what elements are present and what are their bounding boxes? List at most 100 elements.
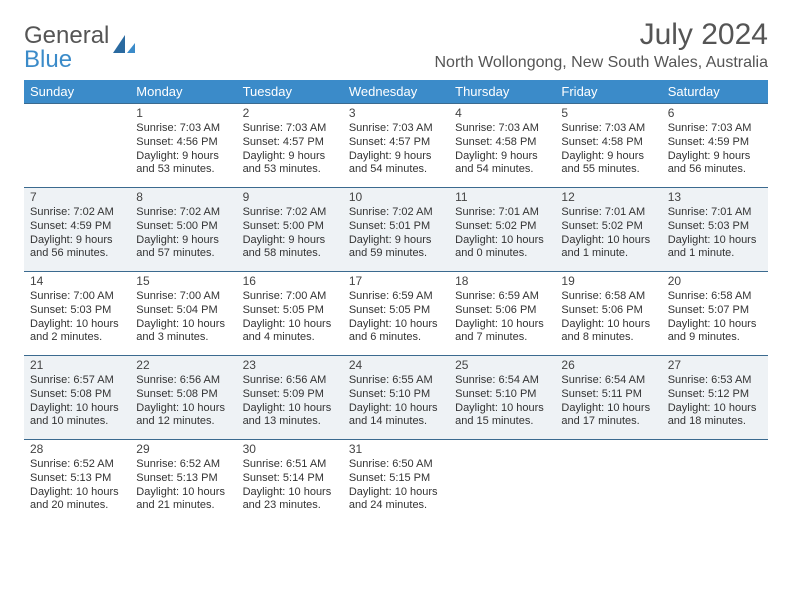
sunset-text: Sunset: 5:04 PM	[136, 304, 230, 318]
daylight-text: Daylight: 9 hours	[349, 234, 443, 248]
daylight-text: and 14 minutes.	[349, 415, 443, 429]
sunset-text: Sunset: 5:13 PM	[136, 472, 230, 486]
calendar-day-cell: 21Sunrise: 6:57 AMSunset: 5:08 PMDayligh…	[24, 356, 130, 440]
daylight-text: and 8 minutes.	[561, 331, 655, 345]
daylight-text: Daylight: 10 hours	[349, 318, 443, 332]
day-number: 10	[349, 190, 443, 205]
sunrise-text: Sunrise: 6:51 AM	[243, 458, 337, 472]
day-number: 18	[455, 274, 549, 289]
daylight-text: Daylight: 9 hours	[668, 150, 762, 164]
sunrise-text: Sunrise: 6:50 AM	[349, 458, 443, 472]
day-number: 4	[455, 106, 549, 121]
day-number: 30	[243, 442, 337, 457]
sunrise-text: Sunrise: 6:58 AM	[561, 290, 655, 304]
weekday-header: Thursday	[449, 80, 555, 104]
daylight-text: Daylight: 10 hours	[455, 234, 549, 248]
sunrise-text: Sunrise: 7:03 AM	[349, 122, 443, 136]
calendar-week-row: 21Sunrise: 6:57 AMSunset: 5:08 PMDayligh…	[24, 356, 768, 440]
calendar-empty-cell	[449, 440, 555, 524]
calendar-week-row: 28Sunrise: 6:52 AMSunset: 5:13 PMDayligh…	[24, 440, 768, 524]
day-number: 11	[455, 190, 549, 205]
daylight-text: and 13 minutes.	[243, 415, 337, 429]
sunrise-text: Sunrise: 7:01 AM	[561, 206, 655, 220]
day-number: 27	[668, 358, 762, 373]
day-number: 26	[561, 358, 655, 373]
sunrise-text: Sunrise: 7:03 AM	[136, 122, 230, 136]
weekday-header: Monday	[130, 80, 236, 104]
sunrise-text: Sunrise: 6:53 AM	[668, 374, 762, 388]
daylight-text: and 17 minutes.	[561, 415, 655, 429]
daylight-text: and 54 minutes.	[349, 163, 443, 177]
calendar-day-cell: 5Sunrise: 7:03 AMSunset: 4:58 PMDaylight…	[555, 104, 661, 188]
day-number: 21	[30, 358, 124, 373]
sunset-text: Sunset: 5:11 PM	[561, 388, 655, 402]
day-number: 28	[30, 442, 124, 457]
daylight-text: Daylight: 10 hours	[30, 318, 124, 332]
day-number: 29	[136, 442, 230, 457]
weekday-header: Sunday	[24, 80, 130, 104]
sunset-text: Sunset: 5:10 PM	[349, 388, 443, 402]
calendar-day-cell: 2Sunrise: 7:03 AMSunset: 4:57 PMDaylight…	[237, 104, 343, 188]
day-number: 24	[349, 358, 443, 373]
day-number: 14	[30, 274, 124, 289]
sunrise-text: Sunrise: 6:56 AM	[136, 374, 230, 388]
calendar-page: General Blue July 2024 North Wollongong,…	[0, 0, 792, 542]
calendar-day-cell: 25Sunrise: 6:54 AMSunset: 5:10 PMDayligh…	[449, 356, 555, 440]
daylight-text: and 56 minutes.	[668, 163, 762, 177]
daylight-text: Daylight: 10 hours	[455, 318, 549, 332]
daylight-text: and 7 minutes.	[455, 331, 549, 345]
calendar-day-cell: 9Sunrise: 7:02 AMSunset: 5:00 PMDaylight…	[237, 188, 343, 272]
sunset-text: Sunset: 5:09 PM	[243, 388, 337, 402]
daylight-text: Daylight: 10 hours	[136, 402, 230, 416]
sunset-text: Sunset: 5:02 PM	[455, 220, 549, 234]
month-title: July 2024	[435, 18, 769, 52]
calendar-day-cell: 1Sunrise: 7:03 AMSunset: 4:56 PMDaylight…	[130, 104, 236, 188]
daylight-text: and 54 minutes.	[455, 163, 549, 177]
calendar-day-cell: 14Sunrise: 7:00 AMSunset: 5:03 PMDayligh…	[24, 272, 130, 356]
weekday-header: Friday	[555, 80, 661, 104]
header: General Blue July 2024 North Wollongong,…	[24, 18, 768, 72]
sunset-text: Sunset: 5:06 PM	[455, 304, 549, 318]
daylight-text: and 58 minutes.	[243, 247, 337, 261]
sunrise-text: Sunrise: 6:54 AM	[455, 374, 549, 388]
daylight-text: and 55 minutes.	[561, 163, 655, 177]
sunset-text: Sunset: 4:57 PM	[243, 136, 337, 150]
day-number: 5	[561, 106, 655, 121]
sunset-text: Sunset: 5:03 PM	[668, 220, 762, 234]
day-number: 25	[455, 358, 549, 373]
calendar-day-cell: 26Sunrise: 6:54 AMSunset: 5:11 PMDayligh…	[555, 356, 661, 440]
logo-word-1: General	[24, 22, 109, 49]
sunrise-text: Sunrise: 6:54 AM	[561, 374, 655, 388]
sunrise-text: Sunrise: 7:00 AM	[136, 290, 230, 304]
daylight-text: Daylight: 9 hours	[561, 150, 655, 164]
sunset-text: Sunset: 4:57 PM	[349, 136, 443, 150]
calendar-day-cell: 22Sunrise: 6:56 AMSunset: 5:08 PMDayligh…	[130, 356, 236, 440]
title-block: July 2024 North Wollongong, New South Wa…	[435, 18, 769, 72]
daylight-text: Daylight: 10 hours	[455, 402, 549, 416]
sunset-text: Sunset: 5:07 PM	[668, 304, 762, 318]
calendar-day-cell: 24Sunrise: 6:55 AMSunset: 5:10 PMDayligh…	[343, 356, 449, 440]
sunrise-text: Sunrise: 6:58 AM	[668, 290, 762, 304]
sunset-text: Sunset: 5:12 PM	[668, 388, 762, 402]
day-number: 2	[243, 106, 337, 121]
day-number: 3	[349, 106, 443, 121]
sunset-text: Sunset: 5:05 PM	[243, 304, 337, 318]
daylight-text: and 12 minutes.	[136, 415, 230, 429]
day-number: 6	[668, 106, 762, 121]
calendar-body: 1Sunrise: 7:03 AMSunset: 4:56 PMDaylight…	[24, 104, 768, 524]
sunset-text: Sunset: 4:59 PM	[668, 136, 762, 150]
sunset-text: Sunset: 5:00 PM	[243, 220, 337, 234]
calendar-week-row: 14Sunrise: 7:00 AMSunset: 5:03 PMDayligh…	[24, 272, 768, 356]
sunset-text: Sunset: 4:59 PM	[30, 220, 124, 234]
calendar-empty-cell	[24, 104, 130, 188]
daylight-text: Daylight: 10 hours	[668, 234, 762, 248]
sunset-text: Sunset: 5:13 PM	[30, 472, 124, 486]
daylight-text: and 20 minutes.	[30, 499, 124, 513]
sunset-text: Sunset: 5:01 PM	[349, 220, 443, 234]
calendar-head: Sunday Monday Tuesday Wednesday Thursday…	[24, 80, 768, 104]
calendar-day-cell: 10Sunrise: 7:02 AMSunset: 5:01 PMDayligh…	[343, 188, 449, 272]
sunrise-text: Sunrise: 7:00 AM	[30, 290, 124, 304]
logo: General Blue	[24, 24, 137, 72]
day-number: 1	[136, 106, 230, 121]
daylight-text: Daylight: 10 hours	[136, 486, 230, 500]
